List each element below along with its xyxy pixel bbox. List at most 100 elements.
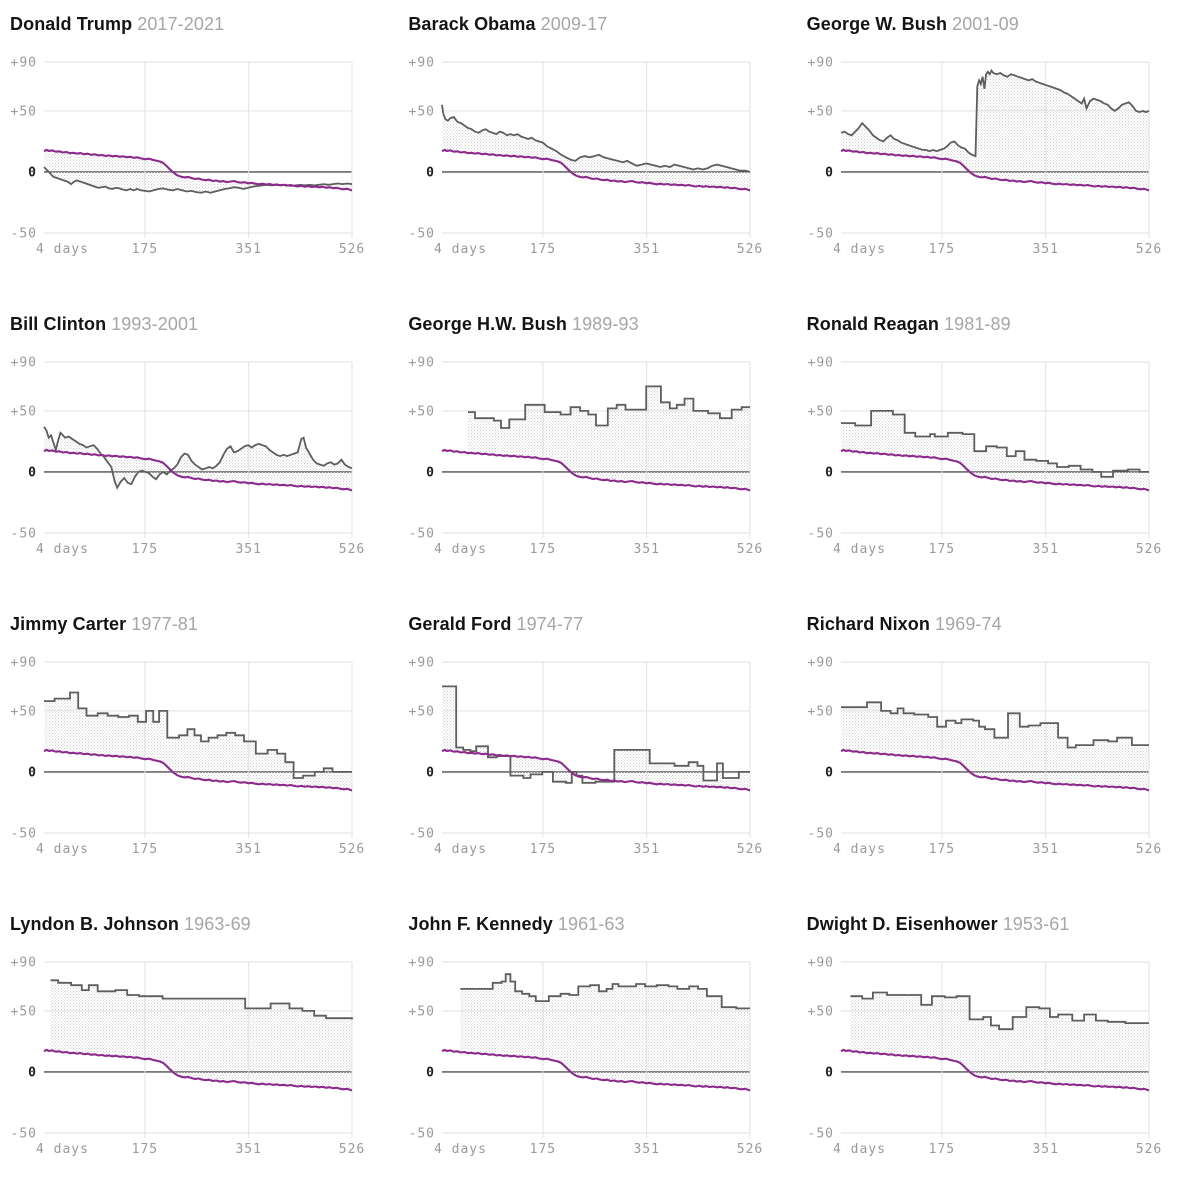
y-tick-label: +90 bbox=[807, 56, 833, 71]
x-tick-label: 175 bbox=[132, 542, 158, 557]
net-approval-chart: +90 +50 0 -504 days 175 351 526 bbox=[409, 56, 763, 258]
y-tick-label: +50 bbox=[409, 404, 435, 419]
panel-title: Bill Clinton 1993-2001 bbox=[10, 312, 398, 336]
overlay-line bbox=[840, 1048, 1150, 1092]
y-tick-label: +90 bbox=[807, 656, 833, 671]
y-tick-label: -50 bbox=[807, 527, 833, 542]
y-tick-label: -50 bbox=[807, 227, 833, 242]
net-approval-chart: +90 +50 0 -504 days 175 351 526 bbox=[807, 356, 1161, 558]
panel-title: John F. Kennedy 1961-63 bbox=[408, 912, 796, 936]
overlay-line bbox=[441, 748, 751, 792]
x-tick-label: 4 days bbox=[36, 842, 89, 857]
series-fill bbox=[442, 686, 751, 791]
president-name: Dwight D. Eisenhower bbox=[806, 914, 998, 934]
gridlines bbox=[442, 661, 751, 838]
x-tick-label: 526 bbox=[1135, 542, 1161, 557]
axis-labels: +90 +50 0 -504 days 175 351 526 bbox=[11, 656, 365, 858]
president-line bbox=[460, 973, 751, 1010]
x-tick-label: 526 bbox=[1135, 842, 1161, 857]
president-panel: Gerald Ford 1974-77 +90 +50 0 -50 4 days 175 351… bbox=[398, 600, 796, 900]
x-tick-label: 351 bbox=[634, 842, 660, 857]
overlay-line bbox=[441, 148, 751, 192]
president-panel: Ronald Reagan 1981-89 +90 +50 0 -50 4 days 175 3… bbox=[797, 300, 1195, 600]
y-tick-label: 0 bbox=[427, 465, 436, 480]
president-line bbox=[468, 385, 751, 429]
y-tick-label: -50 bbox=[11, 527, 37, 542]
x-tick-label: 175 bbox=[132, 242, 158, 257]
panel-title: Dwight D. Eisenhower 1953-61 bbox=[807, 912, 1195, 936]
x-tick-label: 526 bbox=[339, 542, 365, 557]
president-name: Richard Nixon bbox=[806, 614, 930, 634]
y-tick-label: 0 bbox=[427, 1065, 436, 1080]
y-tick-label: 0 bbox=[825, 165, 834, 180]
president-name: Ronald Reagan bbox=[806, 314, 939, 334]
series-fill bbox=[44, 426, 352, 491]
x-tick-label: 4 days bbox=[434, 842, 487, 857]
president-panel: Lyndon B. Johnson 1963-69 +90 +50 0 -50 4 days… bbox=[0, 900, 398, 1200]
x-tick-label: 4 days bbox=[833, 542, 886, 557]
y-tick-label: +50 bbox=[409, 104, 435, 119]
president-name: Lyndon B. Johnson bbox=[10, 914, 180, 934]
x-tick-label: 175 bbox=[530, 542, 556, 557]
president-panel: Jimmy Carter 1977-81 +90 +50 0 -50 4 days 175 35… bbox=[0, 600, 398, 900]
gridlines bbox=[44, 661, 353, 838]
president-line bbox=[840, 701, 1149, 749]
series-fill bbox=[840, 70, 1149, 191]
y-tick-label: 0 bbox=[28, 165, 37, 180]
president-years: 1961-63 bbox=[557, 914, 625, 934]
y-tick-label: +90 bbox=[409, 656, 435, 671]
axis-labels: +90 +50 0 -504 days 175 351 526 bbox=[409, 956, 763, 1158]
series-fill bbox=[442, 104, 751, 191]
y-tick-label: +90 bbox=[11, 56, 37, 71]
y-tick-label: -50 bbox=[807, 1127, 833, 1142]
series-fill bbox=[460, 974, 751, 1091]
net-approval-chart: +90 +50 0 -504 days 175 351 526 bbox=[409, 956, 763, 1158]
series-fill bbox=[840, 410, 1149, 491]
x-tick-label: 175 bbox=[530, 842, 556, 857]
axis-labels: +90 +50 0 -504 days 175 351 526 bbox=[409, 356, 763, 558]
x-tick-label: 351 bbox=[634, 542, 660, 557]
president-line bbox=[442, 685, 751, 784]
y-tick-label: +90 bbox=[807, 956, 833, 971]
x-tick-label: 175 bbox=[928, 242, 954, 257]
president-years: 2001-09 bbox=[952, 14, 1019, 34]
y-tick-label: +50 bbox=[807, 404, 833, 419]
y-tick-label: -50 bbox=[11, 227, 37, 242]
series-fill bbox=[50, 980, 352, 1091]
x-tick-label: 175 bbox=[928, 1142, 954, 1157]
axis-labels: +90 +50 0 -504 days 175 351 526 bbox=[807, 356, 1161, 558]
axis-labels: +90 +50 0 -504 days 175 351 526 bbox=[409, 656, 763, 858]
y-tick-label: 0 bbox=[28, 765, 37, 780]
president-name: Barack Obama bbox=[408, 14, 536, 34]
x-tick-label: 175 bbox=[928, 542, 954, 557]
x-tick-label: 526 bbox=[737, 542, 763, 557]
x-tick-label: 526 bbox=[1135, 242, 1161, 257]
president-panel: George H.W. Bush 1989-93 +90 +50 0 -50 4 days 1… bbox=[398, 300, 796, 600]
x-tick-label: 4 days bbox=[36, 542, 89, 557]
president-years: 1953-61 bbox=[1002, 914, 1070, 934]
x-tick-label: 351 bbox=[634, 1142, 660, 1157]
president-line bbox=[840, 410, 1149, 478]
axis-labels: +90 +50 0 -504 days 175 351 526 bbox=[11, 56, 365, 258]
series-fill bbox=[468, 386, 751, 491]
overlay-line bbox=[43, 148, 353, 192]
overlay-line bbox=[840, 448, 1150, 492]
net-approval-chart: +90 +50 0 -504 days 175 351 526 bbox=[11, 956, 365, 1158]
overlay-line bbox=[840, 748, 1150, 792]
x-tick-label: 351 bbox=[1032, 1142, 1058, 1157]
x-tick-label: 175 bbox=[530, 1142, 556, 1157]
x-tick-label: 526 bbox=[339, 1142, 365, 1157]
president-years: 2017-2021 bbox=[137, 14, 225, 34]
x-tick-label: 526 bbox=[339, 242, 365, 257]
y-tick-label: +90 bbox=[409, 956, 435, 971]
axis-labels: +90 +50 0 -504 days 175 351 526 bbox=[11, 956, 365, 1158]
net-approval-chart: +90 +50 0 -504 days 175 351 526 bbox=[409, 656, 763, 858]
gridlines bbox=[44, 361, 353, 538]
y-tick-label: -50 bbox=[11, 827, 37, 842]
x-tick-label: 526 bbox=[737, 842, 763, 857]
x-tick-label: 351 bbox=[235, 1142, 261, 1157]
president-name: Bill Clinton bbox=[10, 314, 107, 334]
y-tick-label: +50 bbox=[409, 704, 435, 719]
gridlines bbox=[44, 61, 353, 238]
